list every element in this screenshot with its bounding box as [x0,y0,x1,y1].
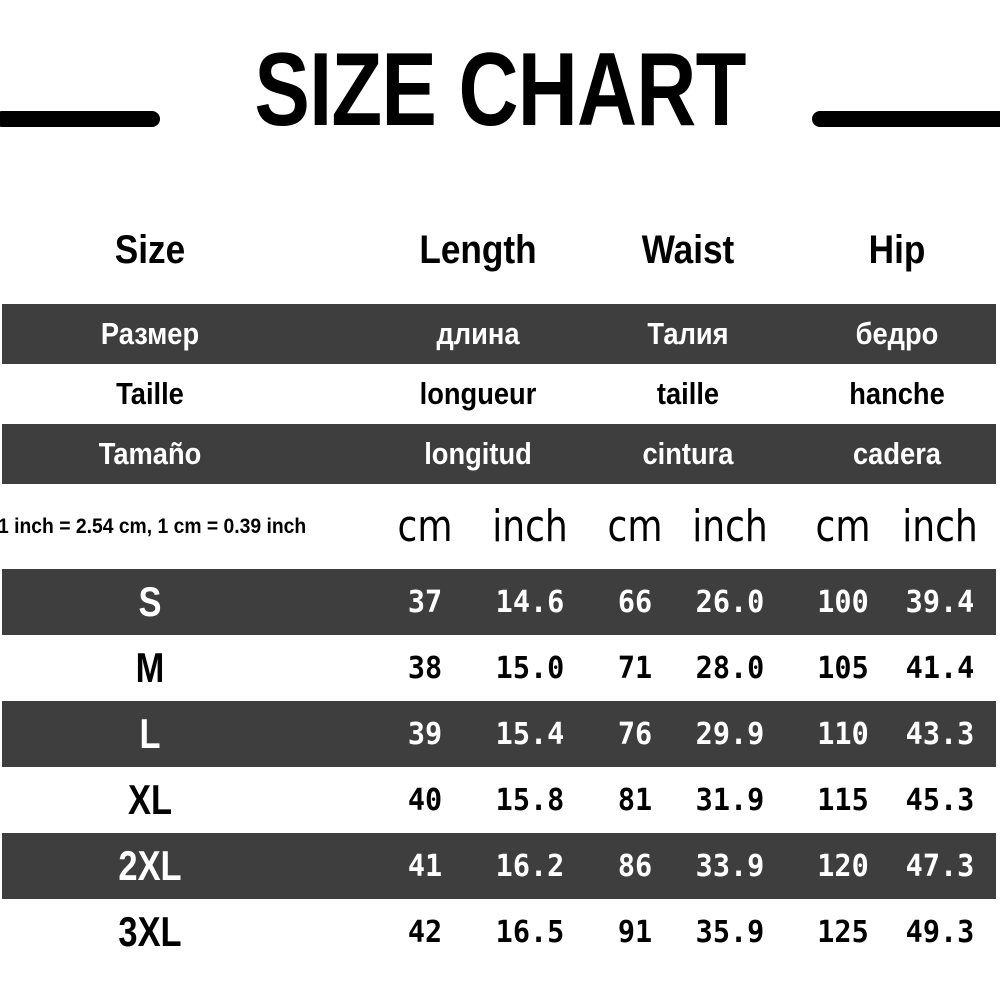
header-size-es: Tamaño [98,436,202,471]
length-inch-value: 14.6 [495,584,565,620]
waist-cm-value: 81 [617,782,653,818]
waist-cm-value: 86 [617,848,653,884]
unit-hip-cm: cm [815,501,871,552]
waist-cm-value: 71 [617,650,653,686]
header-hip-en: Hip [868,227,926,272]
header-hip-fr: hanche [849,376,945,411]
unit-waist-inch: inch [692,501,768,552]
waist-inch-value: 26.0 [695,584,765,620]
title-right-rule-icon [812,111,1000,127]
header-size-ru: Размер [100,316,200,351]
hip-cm-value: 105 [817,650,869,686]
waist-inch-value: 28.0 [695,650,765,686]
header-waist-en: Waist [641,227,735,272]
hip-inch-value: 39.4 [905,584,975,620]
length-inch-value: 16.2 [495,848,565,884]
waist-inch-value: 29.9 [695,716,765,752]
size-label: M [135,644,165,691]
size-label: L [139,710,161,757]
table-body: S 37 14.6 66 26.0 100 39.4 M 38 15.0 71 28.0 105 41.4… [2,569,996,965]
header-size-fr: Taille [116,376,184,411]
waist-inch-value: 33.9 [695,848,765,884]
title-left-rule-icon [0,111,160,127]
hip-cm-value: 120 [817,848,869,884]
length-cm-value: 42 [407,914,443,950]
waist-inch-value: 35.9 [695,914,765,950]
header-length-ru: длина [436,316,520,351]
header-waist-es: cintura [642,436,734,471]
header-length-fr: longueur [419,376,537,411]
unit-waist-cm: cm [607,501,663,552]
hip-inch-value: 43.3 [905,716,975,752]
header-waist-fr: taille [656,376,720,411]
unit-length-cm: cm [397,501,453,552]
waist-cm-value: 76 [617,716,653,752]
table-header-row-spanish: Tamaño longitud cintura cadera [2,424,996,484]
conversion-note: 1 inch = 2.54 cm, 1 cm = 0.39 inch [0,514,307,538]
table-row: M 38 15.0 71 28.0 105 41.4 [2,635,996,701]
waist-cm-value: 91 [617,914,653,950]
length-inch-value: 15.8 [495,782,565,818]
hip-cm-value: 115 [817,782,869,818]
unit-length-inch: inch [492,501,568,552]
waist-cm-value: 66 [617,584,653,620]
table-row: S 37 14.6 66 26.0 100 39.4 [2,569,996,635]
table-row: XL 40 15.8 81 31.9 115 45.3 [2,767,996,833]
hip-cm-value: 125 [817,914,869,950]
table-units-row: 1 inch = 2.54 cm, 1 cm = 0.39 inch cm in… [0,484,996,569]
table-header-row-english: Size Length Waist Hip [2,196,996,304]
size-label: S [138,578,162,625]
header-hip-es: cadera [853,436,941,471]
waist-inch-value: 31.9 [695,782,765,818]
hip-inch-value: 49.3 [905,914,975,950]
size-label: 2XL [118,842,182,889]
size-chart-table: Size Length Waist Hip Размер длина Талия… [0,196,996,965]
length-inch-value: 16.5 [495,914,565,950]
title-bar: SIZE CHART [0,34,1000,146]
size-label: 3XL [118,908,182,955]
header-size-en: Size [114,227,186,272]
unit-hip-inch: inch [902,501,978,552]
header-hip-ru: бедро [855,316,939,351]
table-row: L 39 15.4 76 29.9 110 43.3 [2,701,996,767]
hip-cm-value: 100 [817,584,869,620]
hip-cm-value: 110 [817,716,869,752]
table-header-row-russian: Размер длина Талия бедро [2,304,996,364]
table-row: 3XL 42 16.5 91 35.9 125 49.3 [2,899,996,965]
table-row: 2XL 41 16.2 86 33.9 120 47.3 [2,833,996,899]
length-inch-value: 15.4 [495,716,565,752]
header-waist-ru: Талия [647,316,729,351]
length-cm-value: 37 [407,584,443,620]
hip-inch-value: 41.4 [905,650,975,686]
length-cm-value: 40 [407,782,443,818]
hip-inch-value: 45.3 [905,782,975,818]
length-cm-value: 39 [407,716,443,752]
size-label: XL [127,776,172,823]
page-title: SIZE CHART [254,32,746,148]
header-length-en: Length [419,227,537,272]
length-cm-value: 38 [407,650,443,686]
header-length-es: longitud [424,436,532,471]
hip-inch-value: 47.3 [905,848,975,884]
length-inch-value: 15.0 [495,650,565,686]
table-header-row-french: Taille longueur taille hanche [2,364,996,424]
length-cm-value: 41 [407,848,443,884]
